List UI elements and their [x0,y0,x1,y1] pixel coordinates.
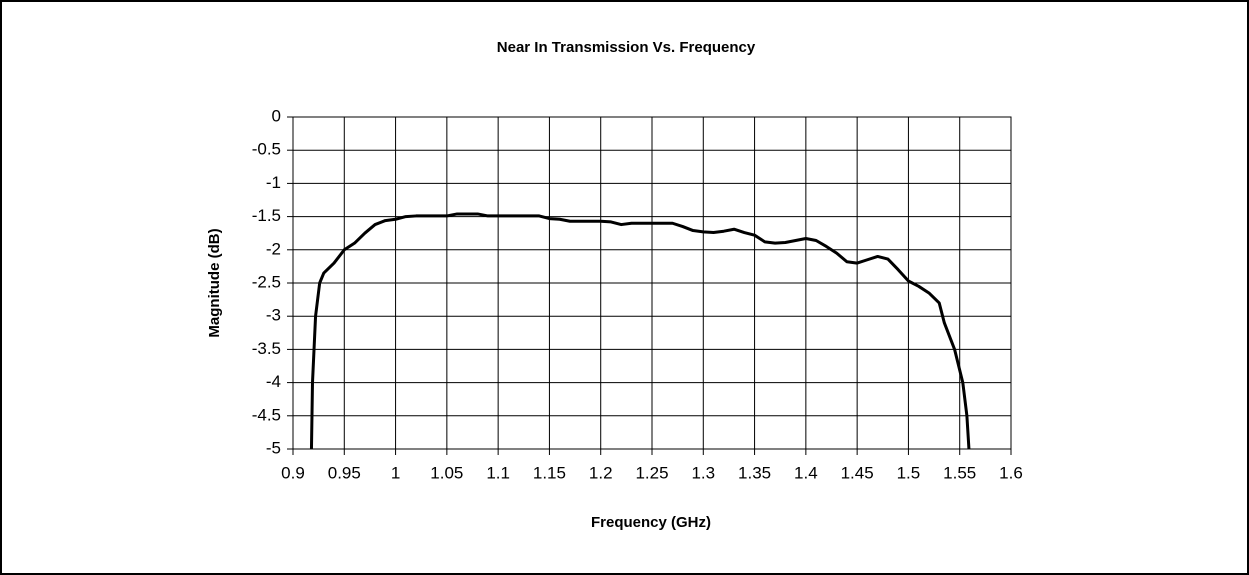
y-tick-label: -2 [266,239,281,258]
x-tick-label: 1.05 [430,463,463,482]
x-tick-label: 1.55 [943,463,976,482]
y-tick-label: 0 [272,106,281,125]
x-tick-label: 0.9 [281,463,305,482]
x-tick-label: 1.6 [999,463,1023,482]
y-tick-label: -0.5 [252,140,281,159]
x-tick-label: 1.2 [589,463,613,482]
x-axis-label: Frequency (GHz) [591,514,711,531]
y-tick-label: -1 [266,173,281,192]
x-tick-label: 0.95 [328,463,361,482]
x-tick-label: 1.45 [841,463,874,482]
y-tick-label: -3.5 [252,339,281,358]
data-line [309,212,971,450]
y-tick-label: -1.5 [252,206,281,225]
x-tick-label: 1.1 [486,463,510,482]
x-tick-label: 1.3 [691,463,715,482]
y-tick-label: -4 [266,372,281,391]
x-tick-label: 1.4 [794,463,818,482]
x-tick-label: 1.25 [635,463,668,482]
y-tick-label: -3 [266,306,281,325]
y-axis-label: Magnitude (dB) [206,228,223,337]
y-tick-label: -2.5 [252,272,281,291]
plot-frame [292,116,1012,450]
x-tick-label: 1.15 [533,463,566,482]
x-tick-label: 1.35 [738,463,771,482]
y-tick-label: -5 [266,438,281,457]
y-tick-label: -4.5 [252,405,281,424]
chart-title: Near In Transmission Vs. Frequency [497,39,756,56]
x-tick-label: 1.5 [897,463,921,482]
x-tick-label: 1 [391,463,400,482]
